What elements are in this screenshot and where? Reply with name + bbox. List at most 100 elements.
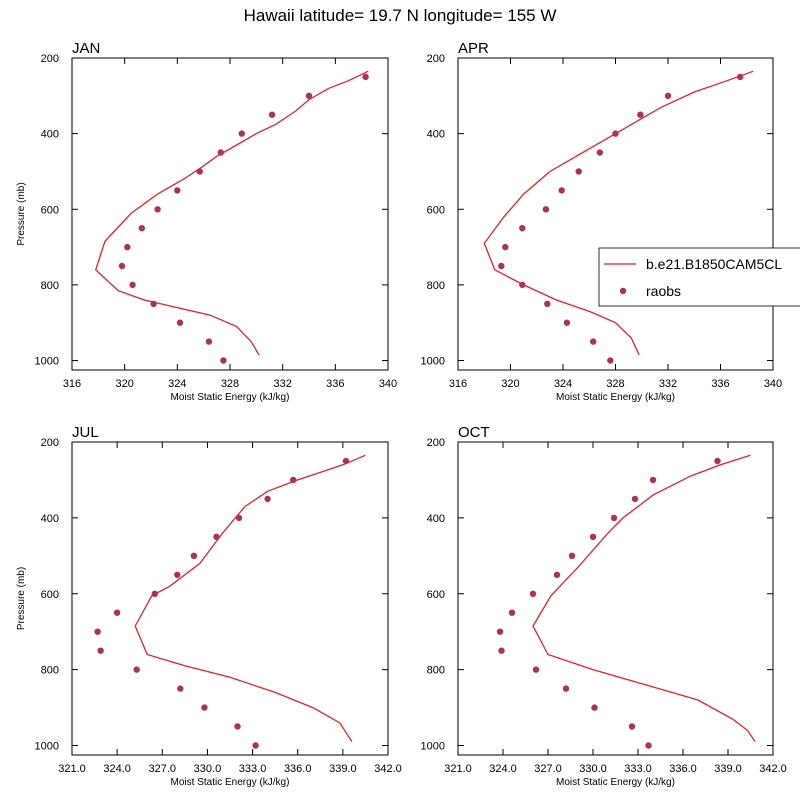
x-tick-label: 342.0	[374, 763, 402, 775]
panels-group: JAN 316 320 324 328 332 336 340 200 400 600 800 1000…	[16, 40, 787, 788]
obs-point-jul	[133, 666, 140, 673]
x-tick-label: 324.0	[489, 763, 517, 775]
obs-point-oct	[631, 495, 639, 503]
obs-point-jan	[118, 262, 126, 270]
obs-point-jul	[94, 628, 101, 635]
x-tick-label: 324.0	[103, 763, 131, 775]
plot-frame-jul	[71, 441, 389, 756]
x-axis-title-apr: Moist Static Energy (kJ/kg)	[556, 392, 675, 403]
y-tick-label: 800	[41, 280, 59, 292]
obs-point-jul	[201, 704, 208, 711]
legend-box	[598, 247, 800, 307]
x-tick-label: 340	[379, 378, 397, 390]
obs-point-oct	[529, 590, 537, 597]
obs-point-apr	[590, 338, 597, 345]
y-tick-label: 800	[427, 665, 445, 677]
y-tick-label: 200	[41, 437, 59, 449]
y-axis-title-jan: Pressure (mb)	[16, 182, 27, 245]
x-tick-label: 316	[63, 378, 81, 390]
x-axis-title-jan: Moist Static Energy (kJ/kg)	[171, 392, 290, 403]
x-tick-label: 333.0	[239, 763, 267, 775]
y-tick-label: 600	[41, 204, 59, 216]
panel-title-apr: APR	[458, 40, 489, 57]
x-tick-label: 333.0	[624, 763, 652, 775]
obs-point-jan	[268, 111, 276, 118]
obs-point-apr	[542, 206, 550, 213]
y-tick-label: 400	[41, 129, 59, 141]
x-tick-label: 324	[554, 378, 572, 390]
obs-point-oct	[591, 704, 598, 711]
obs-point-oct	[562, 685, 570, 692]
y-tick-label: 800	[427, 280, 445, 292]
obs-point-jul	[235, 514, 243, 522]
obs-point-oct	[649, 476, 657, 484]
x-tick-label: 320	[115, 378, 133, 390]
obs-point-apr	[502, 243, 509, 251]
obs-point-oct	[496, 628, 504, 635]
legend: b.e21.B1850CAM5CL raobs	[598, 247, 800, 307]
y-tick-label: 600	[41, 589, 59, 601]
obs-point-apr	[519, 225, 526, 232]
obs-point-oct	[532, 666, 540, 673]
model-series-line-jul	[134, 454, 366, 743]
x-tick-label: 342.0	[759, 763, 787, 775]
y-tick-label: 400	[427, 129, 445, 141]
obs-point-oct	[714, 457, 721, 465]
panel-title-oct: OCT	[458, 424, 490, 441]
obs-point-jan	[154, 206, 161, 213]
obs-point-apr	[544, 300, 551, 307]
panel-jan: JAN 316 320 324 328 332 336 340 200 400 600 800 1000…	[16, 40, 397, 403]
obs-point-jan	[129, 281, 136, 289]
x-tick-label: 330.0	[579, 763, 607, 775]
obs-point-oct	[628, 723, 636, 730]
obs-point-jul	[190, 552, 198, 559]
y-tick-label: 400	[41, 513, 59, 525]
obs-point-oct	[568, 552, 576, 559]
obs-point-jan	[205, 338, 213, 345]
x-tick-label: 324	[168, 378, 186, 390]
y-tick-label: 400	[427, 513, 445, 525]
x-tick-label: 330.0	[194, 763, 222, 775]
obs-point-oct	[498, 647, 505, 654]
y-tick-label: 1000	[35, 741, 59, 753]
obs-point-oct	[508, 609, 516, 616]
panel-jul: JUL 321.0 324.0 327.0 330.0 333.0 336.0 339.0 34…	[16, 424, 402, 788]
obs-point-apr	[637, 111, 644, 118]
obs-point-apr	[563, 319, 571, 326]
legend-obs-label: raobs	[646, 283, 681, 299]
x-tick-label: 321.0	[444, 763, 472, 775]
x-axis-title-jul: Moist Static Energy (kJ/kg)	[171, 777, 290, 788]
obs-point-apr	[519, 281, 526, 289]
x-tick-label: 328	[221, 378, 239, 390]
x-tick-label: 339.0	[714, 763, 742, 775]
panel-title-jul: JUL	[72, 424, 99, 441]
x-tick-label: 339.0	[329, 763, 357, 775]
x-tick-label: 336.0	[669, 763, 697, 775]
obs-point-apr	[596, 149, 603, 156]
obs-point-apr	[558, 187, 565, 194]
obs-point-apr	[664, 92, 672, 100]
obs-point-jan	[150, 300, 157, 307]
y-tick-label: 600	[427, 204, 445, 216]
y-tick-label: 1000	[421, 741, 445, 753]
obs-point-jul	[290, 476, 297, 484]
obs-point-jul	[342, 457, 350, 465]
obs-point-jan	[176, 319, 184, 326]
x-tick-label: 336	[326, 378, 344, 390]
x-tick-label: 327.0	[534, 763, 562, 775]
model-series-line-oct	[532, 454, 756, 743]
obs-point-jul	[234, 723, 241, 730]
x-axis-title-oct: Moist Static Energy (kJ/kg)	[556, 777, 675, 788]
obs-point-apr	[498, 262, 505, 270]
obs-point-jan	[305, 92, 313, 100]
obs-point-jul	[151, 590, 158, 597]
obs-point-jan	[362, 73, 369, 81]
obs-point-oct	[645, 742, 652, 749]
obs-point-jul	[174, 571, 181, 578]
x-tick-label: 340	[764, 378, 782, 390]
x-tick-label: 332	[659, 378, 677, 390]
obs-point-jan	[238, 130, 245, 137]
obs-point-jul	[213, 533, 220, 540]
y-tick-label: 800	[41, 665, 59, 677]
